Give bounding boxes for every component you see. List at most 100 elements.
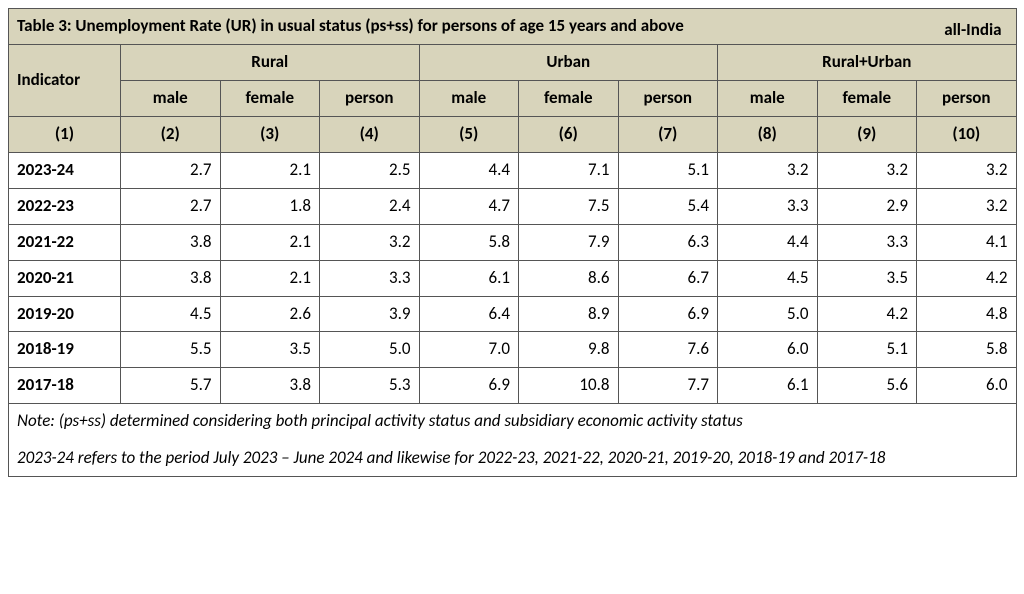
sub-header: male (121, 80, 221, 116)
data-cell: 5.0 (320, 332, 420, 368)
sub-header: male (419, 80, 519, 116)
data-cell: 4.4 (718, 224, 818, 260)
note-line-1: Note: (ps+ss) determined considering bot… (17, 410, 743, 431)
data-cell: 3.2 (320, 224, 420, 260)
data-cell: 2.1 (220, 224, 320, 260)
data-cell: 3.3 (320, 260, 420, 296)
col-number: (4) (320, 116, 420, 152)
table-note: Note: (ps+ss) determined considering bot… (9, 404, 1017, 477)
data-cell: 3.9 (320, 296, 420, 332)
data-cell: 6.4 (419, 296, 519, 332)
data-cell: 8.6 (519, 260, 619, 296)
indicator-header: Indicator (9, 44, 121, 116)
data-cell: 3.5 (817, 260, 917, 296)
unemployment-rate-table: Table 3: Unemployment Rate (UR) in usual… (8, 8, 1017, 477)
data-cell: 2.7 (121, 188, 221, 224)
data-cell: 8.9 (519, 296, 619, 332)
sub-header: female (519, 80, 619, 116)
data-cell: 6.0 (718, 332, 818, 368)
data-cell: 9.8 (519, 332, 619, 368)
sub-header: person (618, 80, 718, 116)
row-label: 2019-20 (9, 296, 121, 332)
table-row: 2022-232.71.82.44.77.55.43.32.93.2 (9, 188, 1017, 224)
col-number: (9) (817, 116, 917, 152)
col-number: (6) (519, 116, 619, 152)
data-cell: 5.1 (817, 332, 917, 368)
data-cell: 3.3 (718, 188, 818, 224)
data-cell: 3.2 (817, 152, 917, 188)
data-cell: 5.7 (121, 368, 221, 404)
data-cell: 7.6 (618, 332, 718, 368)
sub-header: person (917, 80, 1017, 116)
data-cell: 3.8 (121, 260, 221, 296)
col-number: (8) (718, 116, 818, 152)
sub-header: person (320, 80, 420, 116)
group-header-urban: Urban (419, 44, 718, 80)
data-cell: 7.5 (519, 188, 619, 224)
data-cell: 3.3 (817, 224, 917, 260)
table-row: 2019-204.52.63.96.48.96.95.04.24.8 (9, 296, 1017, 332)
table-row: 2023-242.72.12.54.47.15.13.23.23.2 (9, 152, 1017, 188)
data-cell: 2.7 (121, 152, 221, 188)
data-cell: 4.8 (917, 296, 1017, 332)
data-cell: 6.1 (718, 368, 818, 404)
data-cell: 4.4 (419, 152, 519, 188)
data-cell: 5.6 (817, 368, 917, 404)
data-cell: 2.5 (320, 152, 420, 188)
data-cell: 4.7 (419, 188, 519, 224)
col-number: (10) (917, 116, 1017, 152)
data-cell: 6.1 (419, 260, 519, 296)
data-cell: 5.5 (121, 332, 221, 368)
data-cell: 2.1 (220, 260, 320, 296)
data-cell: 6.9 (618, 296, 718, 332)
data-cell: 5.4 (618, 188, 718, 224)
col-number: (7) (618, 116, 718, 152)
table-row: 2020-213.82.13.36.18.66.74.53.54.2 (9, 260, 1017, 296)
data-cell: 6.0 (917, 368, 1017, 404)
data-cell: 2.1 (220, 152, 320, 188)
sub-header: male (718, 80, 818, 116)
table-row: 2018-195.53.55.07.09.87.66.05.15.8 (9, 332, 1017, 368)
row-label: 2018-19 (9, 332, 121, 368)
table-row: 2021-223.82.13.25.87.96.34.43.34.1 (9, 224, 1017, 260)
row-label: 2021-22 (9, 224, 121, 260)
data-cell: 4.1 (917, 224, 1017, 260)
col-number: (1) (9, 116, 121, 152)
data-cell: 5.8 (917, 332, 1017, 368)
group-header-rural: Rural (121, 44, 420, 80)
note-line-2: 2023-24 refers to the period July 2023 –… (17, 447, 885, 468)
data-cell: 6.3 (618, 224, 718, 260)
data-cell: 3.8 (121, 224, 221, 260)
row-label: 2022-23 (9, 188, 121, 224)
data-cell: 2.6 (220, 296, 320, 332)
data-cell: 7.0 (419, 332, 519, 368)
data-cell: 2.9 (817, 188, 917, 224)
col-number: (2) (121, 116, 221, 152)
data-cell: 4.2 (917, 260, 1017, 296)
table-title-cell: Table 3: Unemployment Rate (UR) in usual… (9, 9, 1017, 45)
col-number: (3) (220, 116, 320, 152)
data-cell: 5.0 (718, 296, 818, 332)
group-header-rural-urban: Rural+Urban (718, 44, 1017, 80)
data-cell: 3.5 (220, 332, 320, 368)
row-label: 2017-18 (9, 368, 121, 404)
data-cell: 6.9 (419, 368, 519, 404)
data-cell: 3.2 (917, 188, 1017, 224)
data-cell: 5.8 (419, 224, 519, 260)
table-title: Table 3: Unemployment Rate (UR) in usual… (17, 15, 684, 36)
data-cell: 6.7 (618, 260, 718, 296)
data-cell: 3.2 (718, 152, 818, 188)
data-cell: 7.1 (519, 152, 619, 188)
data-cell: 10.8 (519, 368, 619, 404)
data-cell: 7.9 (519, 224, 619, 260)
table-row: 2017-185.73.85.36.910.87.76.15.66.0 (9, 368, 1017, 404)
row-label: 2023-24 (9, 152, 121, 188)
data-cell: 4.5 (121, 296, 221, 332)
table-subtitle: all-India (944, 19, 1001, 42)
sub-header: female (220, 80, 320, 116)
data-cell: 2.4 (320, 188, 420, 224)
data-cell: 7.7 (618, 368, 718, 404)
sub-header: female (817, 80, 917, 116)
row-label: 2020-21 (9, 260, 121, 296)
data-cell: 3.8 (220, 368, 320, 404)
